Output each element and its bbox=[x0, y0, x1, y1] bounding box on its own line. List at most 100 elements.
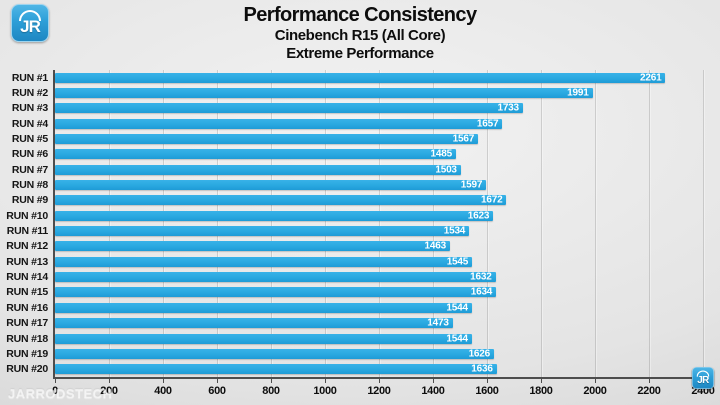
bar-value-label: 1473 bbox=[427, 317, 449, 329]
x-tick-mark bbox=[109, 379, 110, 383]
bar-value-label: 2261 bbox=[640, 72, 662, 84]
chart-row: RUN #20 1636 bbox=[6, 362, 703, 377]
chart-row: RUN #6 1485 bbox=[12, 147, 703, 162]
run-label: RUN #15 bbox=[6, 286, 48, 299]
gridline bbox=[703, 70, 704, 377]
chart-row: RUN #12 1463 bbox=[6, 239, 703, 254]
bar: 1597 bbox=[55, 179, 487, 191]
gridline bbox=[379, 70, 380, 377]
bar: 1534 bbox=[55, 225, 470, 237]
chart-row: RUN #19 1626 bbox=[6, 346, 703, 361]
bar: 1623 bbox=[55, 210, 494, 222]
bar-value-label: 1733 bbox=[497, 102, 519, 114]
jr-logo-bottom-right: JR bbox=[691, 366, 714, 389]
run-label: RUN #8 bbox=[11, 179, 48, 192]
chart-row: RUN #11 1534 bbox=[7, 223, 703, 238]
bar: 1626 bbox=[55, 348, 495, 360]
x-tick-mark bbox=[595, 379, 596, 383]
bar: 2261 bbox=[55, 72, 666, 84]
run-label: RUN #2 bbox=[11, 87, 48, 100]
run-label: RUN #7 bbox=[11, 163, 48, 176]
bar: 1672 bbox=[55, 194, 507, 206]
x-tick-label: 200 bbox=[100, 385, 118, 397]
bar: 1485 bbox=[55, 149, 456, 160]
gridline bbox=[217, 70, 218, 377]
run-label: RUN #19 bbox=[6, 347, 48, 360]
chart-row: RUN #8 1597 bbox=[12, 177, 703, 192]
x-tick-mark bbox=[163, 379, 164, 383]
run-label: RUN #12 bbox=[6, 240, 48, 253]
run-label: RUN #11 bbox=[6, 225, 48, 238]
chart-row: RUN #5 1567 bbox=[12, 131, 703, 146]
gridline bbox=[649, 70, 650, 377]
chart-row: RUN #2 1991 bbox=[12, 85, 703, 100]
chart-row: RUN #7 1503 bbox=[12, 162, 703, 177]
bar-value-label: 1534 bbox=[443, 225, 466, 237]
x-tick-mark bbox=[487, 379, 488, 383]
chart-header: Performance Consistency Cinebench R15 (A… bbox=[0, 3, 720, 63]
jr-logo-top-left: JR bbox=[11, 4, 49, 42]
watermark: JARRODSTECH bbox=[8, 386, 113, 401]
chart-row: RUN #13 1545 bbox=[6, 254, 703, 269]
x-tick-label: 600 bbox=[208, 385, 226, 397]
x-tick-label: 400 bbox=[154, 385, 172, 397]
bar-value-label: 1567 bbox=[452, 133, 475, 145]
run-label: RUN #6 bbox=[11, 148, 48, 161]
gridline bbox=[271, 70, 272, 377]
bar: 1657 bbox=[55, 118, 503, 129]
bar: 1463 bbox=[55, 240, 450, 252]
x-tick-label: 1000 bbox=[313, 385, 337, 397]
chart-row: RUN #17 1473 bbox=[6, 316, 703, 331]
bar-value-label: 1597 bbox=[460, 179, 483, 191]
x-tick-mark bbox=[649, 379, 650, 383]
run-label: RUN #16 bbox=[6, 301, 48, 314]
x-tick-mark bbox=[217, 379, 218, 383]
x-tick-label: 1400 bbox=[421, 385, 445, 397]
run-label: RUN #18 bbox=[6, 332, 48, 345]
gridline bbox=[595, 70, 596, 377]
bar: 1545 bbox=[55, 256, 473, 268]
chart-row: RUN #16 1544 bbox=[6, 300, 703, 315]
gridline bbox=[109, 70, 110, 377]
run-label: RUN #14 bbox=[6, 271, 48, 284]
run-label: RUN #9 bbox=[11, 194, 48, 207]
chart-row: RUN #14 1632 bbox=[6, 269, 703, 284]
bar-value-label: 1544 bbox=[446, 333, 468, 345]
bar-value-label: 1623 bbox=[467, 210, 490, 222]
bar: 1634 bbox=[55, 287, 497, 298]
x-tick-mark bbox=[55, 379, 56, 383]
jr-logo-text: JR bbox=[20, 17, 41, 36]
bar: 1567 bbox=[55, 133, 479, 145]
bar-value-label: 1636 bbox=[471, 363, 493, 375]
run-label: RUN #3 bbox=[11, 102, 48, 115]
bar: 1473 bbox=[55, 317, 453, 329]
run-label: RUN #1 bbox=[11, 71, 48, 84]
run-label: RUN #5 bbox=[11, 133, 48, 146]
chart-row: RUN #10 1623 bbox=[6, 208, 703, 223]
bar: 1636 bbox=[55, 363, 497, 375]
bar: 1544 bbox=[55, 302, 472, 313]
run-label: RUN #13 bbox=[6, 255, 48, 268]
x-tick-mark bbox=[325, 379, 326, 383]
x-tick-label: 800 bbox=[262, 385, 280, 397]
x-tick-label: 1600 bbox=[475, 385, 499, 397]
chart-subtitle-mode: Extreme Performance bbox=[286, 45, 434, 62]
chart-row: RUN #4 1657 bbox=[12, 116, 703, 131]
run-label: RUN #17 bbox=[6, 317, 48, 330]
x-tick-mark bbox=[541, 379, 542, 383]
bar-value-label: 1626 bbox=[468, 348, 491, 360]
bar: 1733 bbox=[55, 102, 523, 114]
bar: 1544 bbox=[55, 333, 472, 345]
x-tick-label: 1200 bbox=[367, 385, 391, 397]
x-tick-mark bbox=[271, 379, 272, 383]
gridline bbox=[487, 70, 488, 377]
plot-area: RUN #1 2261 RUN #2 1991 RUN #3 1733 RUN #4 1657… bbox=[6, 70, 715, 397]
bar-value-label: 1463 bbox=[424, 240, 447, 252]
chart-row: RUN #18 1544 bbox=[6, 331, 703, 346]
bar-value-label: 1672 bbox=[480, 194, 503, 206]
jr-logo-text: JR bbox=[697, 374, 709, 386]
gridline bbox=[541, 70, 542, 377]
x-tick-mark bbox=[379, 379, 380, 383]
bar-value-label: 1545 bbox=[446, 256, 469, 268]
bar: 1991 bbox=[55, 88, 593, 99]
